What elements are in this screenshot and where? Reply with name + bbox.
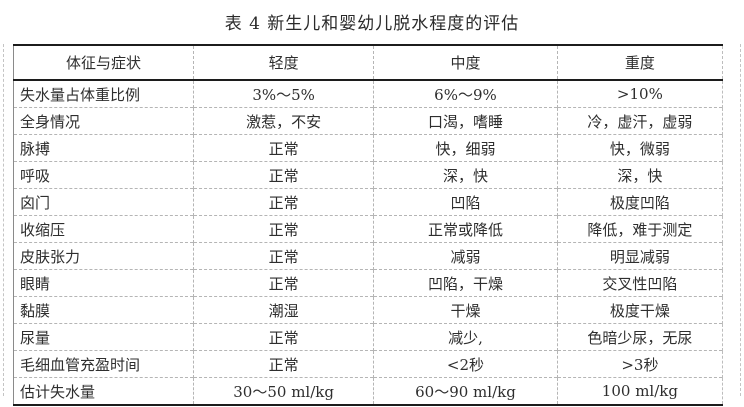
table-cell: 100 ml/kg	[556, 377, 724, 406]
table-cell: 深，快	[373, 161, 558, 189]
table-cell: 快，微弱	[556, 134, 724, 162]
table-cell: 30～50 ml/kg	[193, 377, 374, 406]
header-severe: 重度	[556, 44, 724, 81]
table-cell: 6%～9%	[373, 80, 558, 108]
table-row: 收缩压 正常 正常或降低 降低，难于测定	[12, 215, 724, 243]
dehydration-assessment-table: 体征与症状 轻度 中度 重度 失水量占体重比例 3%～5% 6%～9% >10% 全身情…	[12, 44, 724, 406]
table-cell: 正常或降低	[373, 215, 558, 243]
table-cell: 交叉性凹陷	[556, 269, 724, 297]
row-label: 全身情况	[12, 107, 194, 135]
table-cell: 潮湿	[193, 296, 374, 324]
table-cell: 快，细弱	[373, 134, 558, 162]
row-label: 黏膜	[12, 296, 194, 324]
table-cell: 冷，虚汗，虚弱	[556, 107, 724, 135]
table-cell: 正常	[193, 350, 374, 378]
table-row: 失水量占体重比例 3%～5% 6%～9% >10%	[12, 80, 724, 108]
table-row: 尿量 正常 减少, 色暗少尿，无尿	[12, 323, 724, 351]
table-cell: 激惹，不安	[193, 107, 374, 135]
table-cell: 凹陷，干燥	[373, 269, 558, 297]
table-row: 呼吸 正常 深，快 深，快	[12, 161, 724, 189]
table-row: 皮肤张力 正常 减弱 明显减弱	[12, 242, 724, 270]
table-row: 黏膜 潮湿 干燥 极度干燥	[12, 296, 724, 324]
table-cell: 凹陷	[373, 188, 558, 216]
table-cell: 深，快	[556, 161, 724, 189]
table-cell: 极度凹陷	[556, 188, 724, 216]
page-boundary-left	[3, 44, 4, 396]
table-cell: 减少,	[373, 323, 558, 351]
header-mild: 轻度	[193, 44, 374, 81]
table-cell: 极度干燥	[556, 296, 724, 324]
table-cell: >3秒	[556, 350, 724, 378]
row-label: 眼睛	[12, 269, 194, 297]
header-signs-symptoms: 体征与症状	[12, 44, 194, 81]
row-label: 呼吸	[12, 161, 194, 189]
header-row: 体征与症状 轻度 中度 重度	[12, 44, 724, 81]
row-label: 失水量占体重比例	[12, 80, 194, 108]
row-label: 收缩压	[12, 215, 194, 243]
row-label: 毛细血管充盈时间	[12, 350, 194, 378]
table-cell: 减弱	[373, 242, 558, 270]
table-cell: 正常	[193, 242, 374, 270]
table-cell: 降低，难于测定	[556, 215, 724, 243]
table-cell: >10%	[556, 80, 724, 108]
table-cell: 干燥	[373, 296, 558, 324]
row-label: 囟门	[12, 188, 194, 216]
table-header: 体征与症状 轻度 中度 重度	[12, 44, 724, 81]
table-cell: 正常	[193, 188, 374, 216]
table-row: 脉搏 正常 快，细弱 快，微弱	[12, 134, 724, 162]
table-row: 眼睛 正常 凹陷，干燥 交叉性凹陷	[12, 269, 724, 297]
table-row: 毛细血管充盈时间 正常 <2秒 >3秒	[12, 350, 724, 378]
page-boundary-right	[740, 44, 741, 396]
table-body: 失水量占体重比例 3%～5% 6%～9% >10% 全身情况 激惹，不安 口渴，嗜睡 冷，虚汗…	[12, 80, 724, 406]
table-cell: 正常	[193, 161, 374, 189]
row-label: 尿量	[12, 323, 194, 351]
row-label: 皮肤张力	[12, 242, 194, 270]
table-cell: 色暗少尿，无尿	[556, 323, 724, 351]
header-moderate: 中度	[373, 44, 558, 81]
table-cell: 3%～5%	[193, 80, 374, 108]
table-cell: 口渴，嗜睡	[373, 107, 558, 135]
table-row: 囟门 正常 凹陷 极度凹陷	[12, 188, 724, 216]
row-label: 估计失水量	[12, 377, 194, 406]
row-label: 脉搏	[12, 134, 194, 162]
table-cell: 明显减弱	[556, 242, 724, 270]
table-row: 估计失水量 30～50 ml/kg 60～90 ml/kg 100 ml/kg	[12, 377, 724, 406]
table-row: 全身情况 激惹，不安 口渴，嗜睡 冷，虚汗，虚弱	[12, 107, 724, 135]
table-cell: 正常	[193, 269, 374, 297]
table-cell: 正常	[193, 323, 374, 351]
table-cell: 60～90 ml/kg	[373, 377, 558, 406]
table-cell: 正常	[193, 215, 374, 243]
table-cell: <2秒	[373, 350, 558, 378]
table-cell: 正常	[193, 134, 374, 162]
table-caption: 表 4 新生儿和婴幼儿脱水程度的评估	[224, 14, 520, 34]
